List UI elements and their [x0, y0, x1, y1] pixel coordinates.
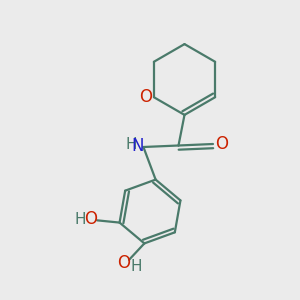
- Text: N: N: [132, 137, 144, 155]
- Text: O: O: [117, 254, 130, 272]
- Text: H: H: [75, 212, 86, 227]
- Text: H: H: [131, 259, 142, 274]
- Text: H: H: [125, 137, 136, 152]
- Text: O: O: [84, 210, 97, 228]
- Text: O: O: [139, 88, 152, 106]
- Text: O: O: [215, 135, 228, 153]
